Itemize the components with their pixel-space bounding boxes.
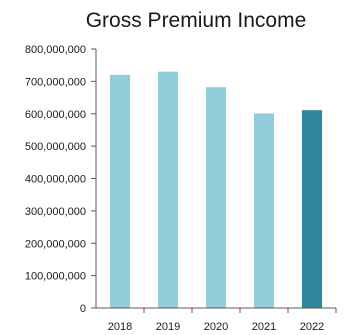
y-tick-label: 500,000,000 [25, 141, 86, 153]
chart-title: Gross Premium Income [86, 9, 307, 32]
x-tick-label: 2021 [252, 321, 276, 333]
y-tick-label: 800,000,000 [25, 44, 86, 56]
y-tick-label: 100,000,000 [25, 271, 86, 283]
x-axis: 2018 2019 2020 2021 2022 [108, 308, 337, 333]
x-tick-label: 2019 [156, 321, 180, 333]
bar-2020 [205, 87, 227, 308]
y-tick-label: 400,000,000 [25, 174, 86, 186]
y-tick-label: 300,000,000 [25, 206, 86, 218]
y-tick-label: 0 [80, 303, 86, 315]
x-tick-label: 2018 [108, 321, 132, 333]
bar-2019 [157, 71, 179, 308]
y-axis: 0 100,000,000 200,000,000 300,000,000 400,00… [25, 44, 96, 315]
bar-2022 [301, 110, 323, 308]
y-tick-label: 700,000,000 [25, 76, 86, 88]
bar-2021 [253, 113, 275, 309]
bar-series [109, 71, 323, 309]
y-tick-label: 200,000,000 [25, 238, 86, 250]
bar-2018 [109, 74, 131, 309]
x-tick-label: 2020 [204, 321, 228, 333]
y-tick-label: 600,000,000 [25, 109, 86, 121]
x-tick-label: 2022 [300, 321, 324, 333]
